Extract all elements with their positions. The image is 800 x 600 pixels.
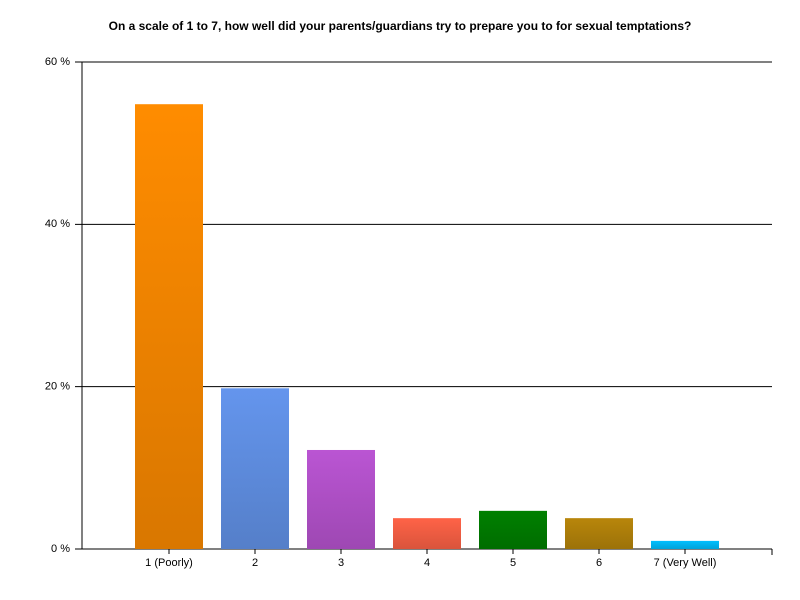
bar	[135, 104, 203, 549]
y-tick-label: 20 %	[45, 381, 70, 393]
y-tick-label: 60 %	[45, 56, 70, 68]
x-tick-label: 3	[338, 557, 344, 569]
x-tick-label: 1 (Poorly)	[145, 557, 193, 569]
bar	[565, 518, 633, 549]
y-tick-label: 0 %	[51, 543, 70, 555]
bar	[307, 449, 375, 549]
x-tick-label: 4	[424, 557, 430, 569]
bar	[393, 518, 461, 549]
x-tick-label: 7 (Very Well)	[654, 557, 717, 569]
x-tick-label: 6	[596, 557, 602, 569]
x-tick-label: 2	[252, 557, 258, 569]
y-tick-label: 40 %	[45, 218, 70, 230]
bar	[479, 510, 547, 549]
chart-title: On a scale of 1 to 7, how well did your …	[109, 19, 692, 33]
bar	[221, 388, 289, 549]
x-tick-label: 5	[510, 557, 516, 569]
bar	[651, 540, 719, 549]
